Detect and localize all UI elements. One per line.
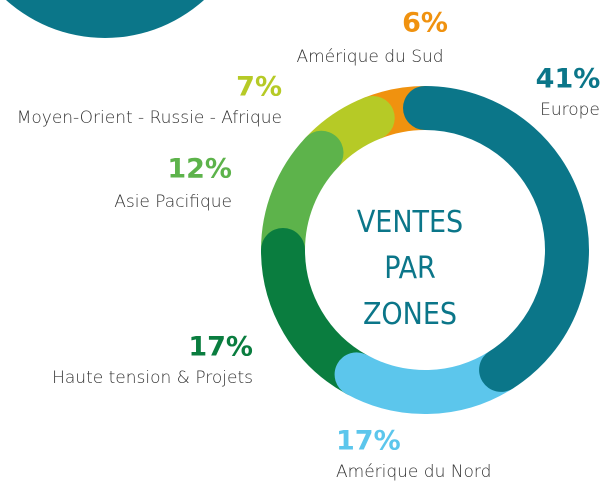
category-label: Europe bbox=[540, 100, 600, 120]
category-label: Amérique du Sud bbox=[296, 47, 443, 67]
category-label: Moyen-Orient - Russie - Afrique bbox=[17, 108, 282, 128]
decor-circle bbox=[6, 0, 204, 38]
value-label: 6% bbox=[402, 8, 448, 39]
value-label: 17% bbox=[336, 426, 401, 457]
chart-title: VENTES PAR ZONES bbox=[356, 205, 464, 332]
value-label: 12% bbox=[167, 154, 232, 185]
value-label: 41% bbox=[536, 64, 600, 95]
value-label: 7% bbox=[236, 72, 282, 103]
donut-segment bbox=[403, 86, 589, 392]
category-label: Haute tension & Projets bbox=[52, 368, 253, 388]
value-label: 17% bbox=[188, 332, 253, 363]
category-label: Asie Pacifique bbox=[114, 192, 232, 212]
category-label: Amérique du Nord bbox=[336, 462, 491, 482]
